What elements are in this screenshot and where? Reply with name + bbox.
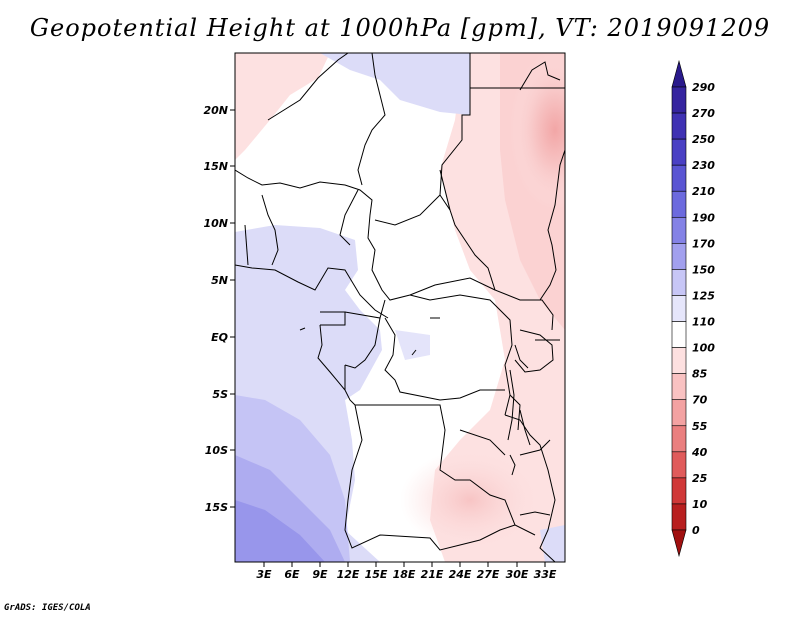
lon-label: 15E <box>365 568 388 581</box>
lon-label: 12E <box>337 568 360 581</box>
lat-label: 5N <box>211 274 228 287</box>
lat-label: 15S <box>205 501 228 514</box>
colorbar-swatch <box>671 269 687 296</box>
lat-label: 15N <box>203 160 228 173</box>
colorbar-label: 170 <box>692 237 715 250</box>
colorbar-swatch <box>671 190 687 218</box>
colorbar: 2902702502302101901701501251101008570554… <box>671 59 715 558</box>
country-borders <box>235 53 565 562</box>
lon-label: 33E <box>534 568 557 581</box>
lat-label: 10N <box>203 217 228 230</box>
colorbar-swatch <box>671 86 687 114</box>
colorbar-swatch <box>671 216 687 244</box>
colorbar-swatch <box>671 138 687 166</box>
map-frame <box>234 52 566 563</box>
lon-label: 6E <box>284 568 300 581</box>
lon-label: 30E <box>506 568 529 581</box>
colorbar-label: 290 <box>692 81 715 94</box>
colorbar-swatch <box>671 347 687 374</box>
colorbar-label: 150 <box>692 263 715 276</box>
colorbar-swatch <box>671 112 687 140</box>
colorbar-label: 0 <box>692 524 700 537</box>
lon-label: 18E <box>393 568 416 581</box>
lat-label: 5S <box>212 388 228 401</box>
lon-label: 27E <box>477 568 500 581</box>
colorbar-label: 210 <box>692 185 715 198</box>
lat-label: EQ <box>211 331 228 344</box>
colorbar-swatch <box>671 164 687 192</box>
colorbar-label: 25 <box>692 472 708 485</box>
lat-label: 20N <box>203 104 228 117</box>
colorbar-label: 10 <box>692 498 708 511</box>
lat-label: 10S <box>205 444 228 457</box>
chart-title: Geopotential Height at 1000hPa [gpm], VT… <box>29 14 771 42</box>
colorbar-swatch <box>671 399 687 427</box>
colorbar-label: 230 <box>692 159 715 172</box>
colorbar-label: 125 <box>692 289 715 302</box>
colorbar-label: 40 <box>691 446 708 459</box>
colorbar-swatch <box>671 529 687 558</box>
map-shading <box>235 53 565 562</box>
grads-credit: GrADS: IGES/COLA <box>4 603 91 613</box>
colorbar-swatch <box>671 243 687 270</box>
colorbar-label: 70 <box>692 394 708 407</box>
lon-ticks <box>263 562 546 567</box>
colorbar-swatch <box>671 373 687 401</box>
colorbar-swatch <box>671 59 687 88</box>
colorbar-label: 110 <box>692 316 715 329</box>
colorbar-label: 55 <box>692 420 708 433</box>
colorbar-label: 85 <box>692 368 708 381</box>
colorbar-label: 190 <box>692 211 715 224</box>
colorbar-label: 100 <box>692 342 715 355</box>
colorbar-swatch <box>671 477 687 505</box>
lat-ticks <box>230 109 235 508</box>
lakes <box>299 317 551 516</box>
colorbar-swatch <box>671 295 687 322</box>
lon-label: 3E <box>256 568 272 581</box>
lon-label: 24E <box>449 568 472 581</box>
colorbar-label: 250 <box>692 133 715 146</box>
colorbar-swatch <box>671 451 687 479</box>
colorbar-swatch <box>671 321 687 348</box>
colorbar-swatch <box>671 503 687 531</box>
lon-label: 9E <box>312 568 328 581</box>
colorbar-swatch <box>671 425 687 453</box>
lon-label: 21E <box>421 568 444 581</box>
colorbar-label: 270 <box>692 107 715 120</box>
